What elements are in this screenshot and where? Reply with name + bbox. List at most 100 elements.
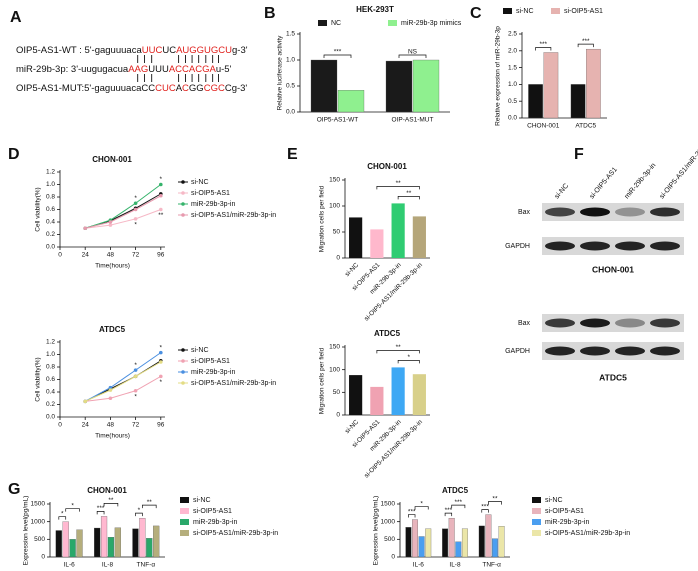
legend-swatch [180,530,189,536]
chart-title: ATDC5 [374,329,401,338]
blot-row-label: Bax [518,320,531,327]
x-tick-label: OIP5-AS1-WT [317,117,359,124]
bar [76,529,83,558]
sequence-row: OIP5-AS1-MUT:5'-gaguuuacaCCCUCACGGCGCCg-… [16,83,247,94]
y-tick-label: 0.8 [46,364,55,371]
y-tick-label: 1.2 [46,169,55,176]
band [545,207,575,217]
point [159,193,163,198]
legend-swatch [180,497,189,503]
x-tick-label: si-NC [344,418,361,435]
sig-label: * [160,176,163,183]
bar [492,538,498,558]
sig-bracket [96,511,105,515]
series-line [84,361,162,402]
bar [62,521,69,558]
y-tick-label: 2.0 [508,48,517,55]
sig-label: ** [406,190,412,197]
sig-bracket [414,506,429,510]
legend-label: miR-29b-3p-in [545,519,589,526]
lane-label: si-OIP5-AS1/miR-29b-3p-in [659,131,698,201]
point [133,217,138,221]
blot-strip [542,342,684,360]
bar [448,517,455,558]
x-tick-label: 24 [82,422,90,429]
blot-row-label: Bax [518,209,531,216]
blot-strip [542,203,684,221]
y-tick-label: 1000 [31,518,46,525]
legend-swatch [180,519,189,525]
legend-swatch [503,8,512,14]
x-tick-label: CHON-001 [527,123,560,130]
sig-label: *** [582,38,590,45]
legend-marker [181,180,185,184]
bar [586,48,601,119]
x-tick-label: 24 [82,252,90,259]
legend-label: miR-29b-3p-in [191,369,235,376]
panel-label: G [8,481,20,498]
y-tick-label: 1.5 [286,31,295,38]
point [108,223,113,227]
point [108,396,113,401]
sig-bracket [535,47,552,51]
band [615,207,645,217]
sig-bracket [376,186,420,190]
sequence-part: g-3' [232,45,248,56]
sequence-row: miR-29b-3p: 3'-uugugacuaAAGUUUACCACGAu-5… [16,64,232,75]
x-tick-label: IL-6 [413,562,425,569]
band [650,318,680,328]
sig-label: *** [539,41,547,48]
x-tick-label: IL-8 [449,562,461,569]
y-tick-label: 0.0 [286,109,295,116]
y-tick-label: 50 [333,229,341,236]
bar [349,217,363,258]
sequence-part: Cg-3' [225,83,248,94]
y-tick-label: 0.0 [46,414,55,421]
point [159,360,163,364]
series-line [84,352,162,402]
sig-label: ** [147,499,153,506]
bar [498,526,505,558]
x-tick-label: ATDC5 [575,123,596,130]
legend-label: si-OIP5-AS1/miR-29b-3p-in [191,212,276,219]
chart-title: CHON-001 [87,486,127,495]
y-axis-label: Migration cells per field [319,347,326,414]
sig-bracket [65,508,80,512]
chart-title: CHON-001 [367,162,407,171]
sig-bracket [323,54,352,58]
sig-label: * [407,354,410,361]
sig-label: ** [108,497,114,504]
chart-title: HEK-293T [356,5,394,14]
blot-strip [542,237,684,255]
bar [349,375,363,415]
point [159,350,163,355]
x-tick-label: IL-6 [64,562,76,569]
panel-label: D [8,146,20,163]
bar [478,525,485,558]
y-tick-label: 0.6 [46,376,55,383]
series-line [84,360,162,402]
x-tick-label: TNF-α [482,562,501,569]
band [580,318,610,328]
sig-label: *** [334,49,342,56]
sig-label: * [134,195,137,202]
sequence-part: miR-29b-3p: 3'-uugugacua [16,64,129,75]
y-tick-label: 0.5 [508,98,517,105]
sequence-part: UC [162,45,176,56]
band [615,346,645,356]
y-tick-label: 500 [384,536,395,543]
bar [107,537,115,558]
point [108,220,113,224]
band [545,346,575,356]
sequence-part: OIP5-AS1-WT : 5'-gaguuuaca [16,45,142,56]
bar [455,541,462,558]
sig-bracket [488,501,502,505]
series-line [85,195,162,229]
sequence-row: OIP5-AS1-WT : 5'-gaguuuacaUUCUCAUGGUGCUg… [16,45,248,56]
sig-bracket [135,512,143,517]
legend-label: si-OIP5-AS1 [564,8,603,15]
sig-bracket [58,516,67,520]
legend-label: si-OIP5-AS1/miR-29b-3p-in [193,530,278,537]
bar [391,367,405,415]
